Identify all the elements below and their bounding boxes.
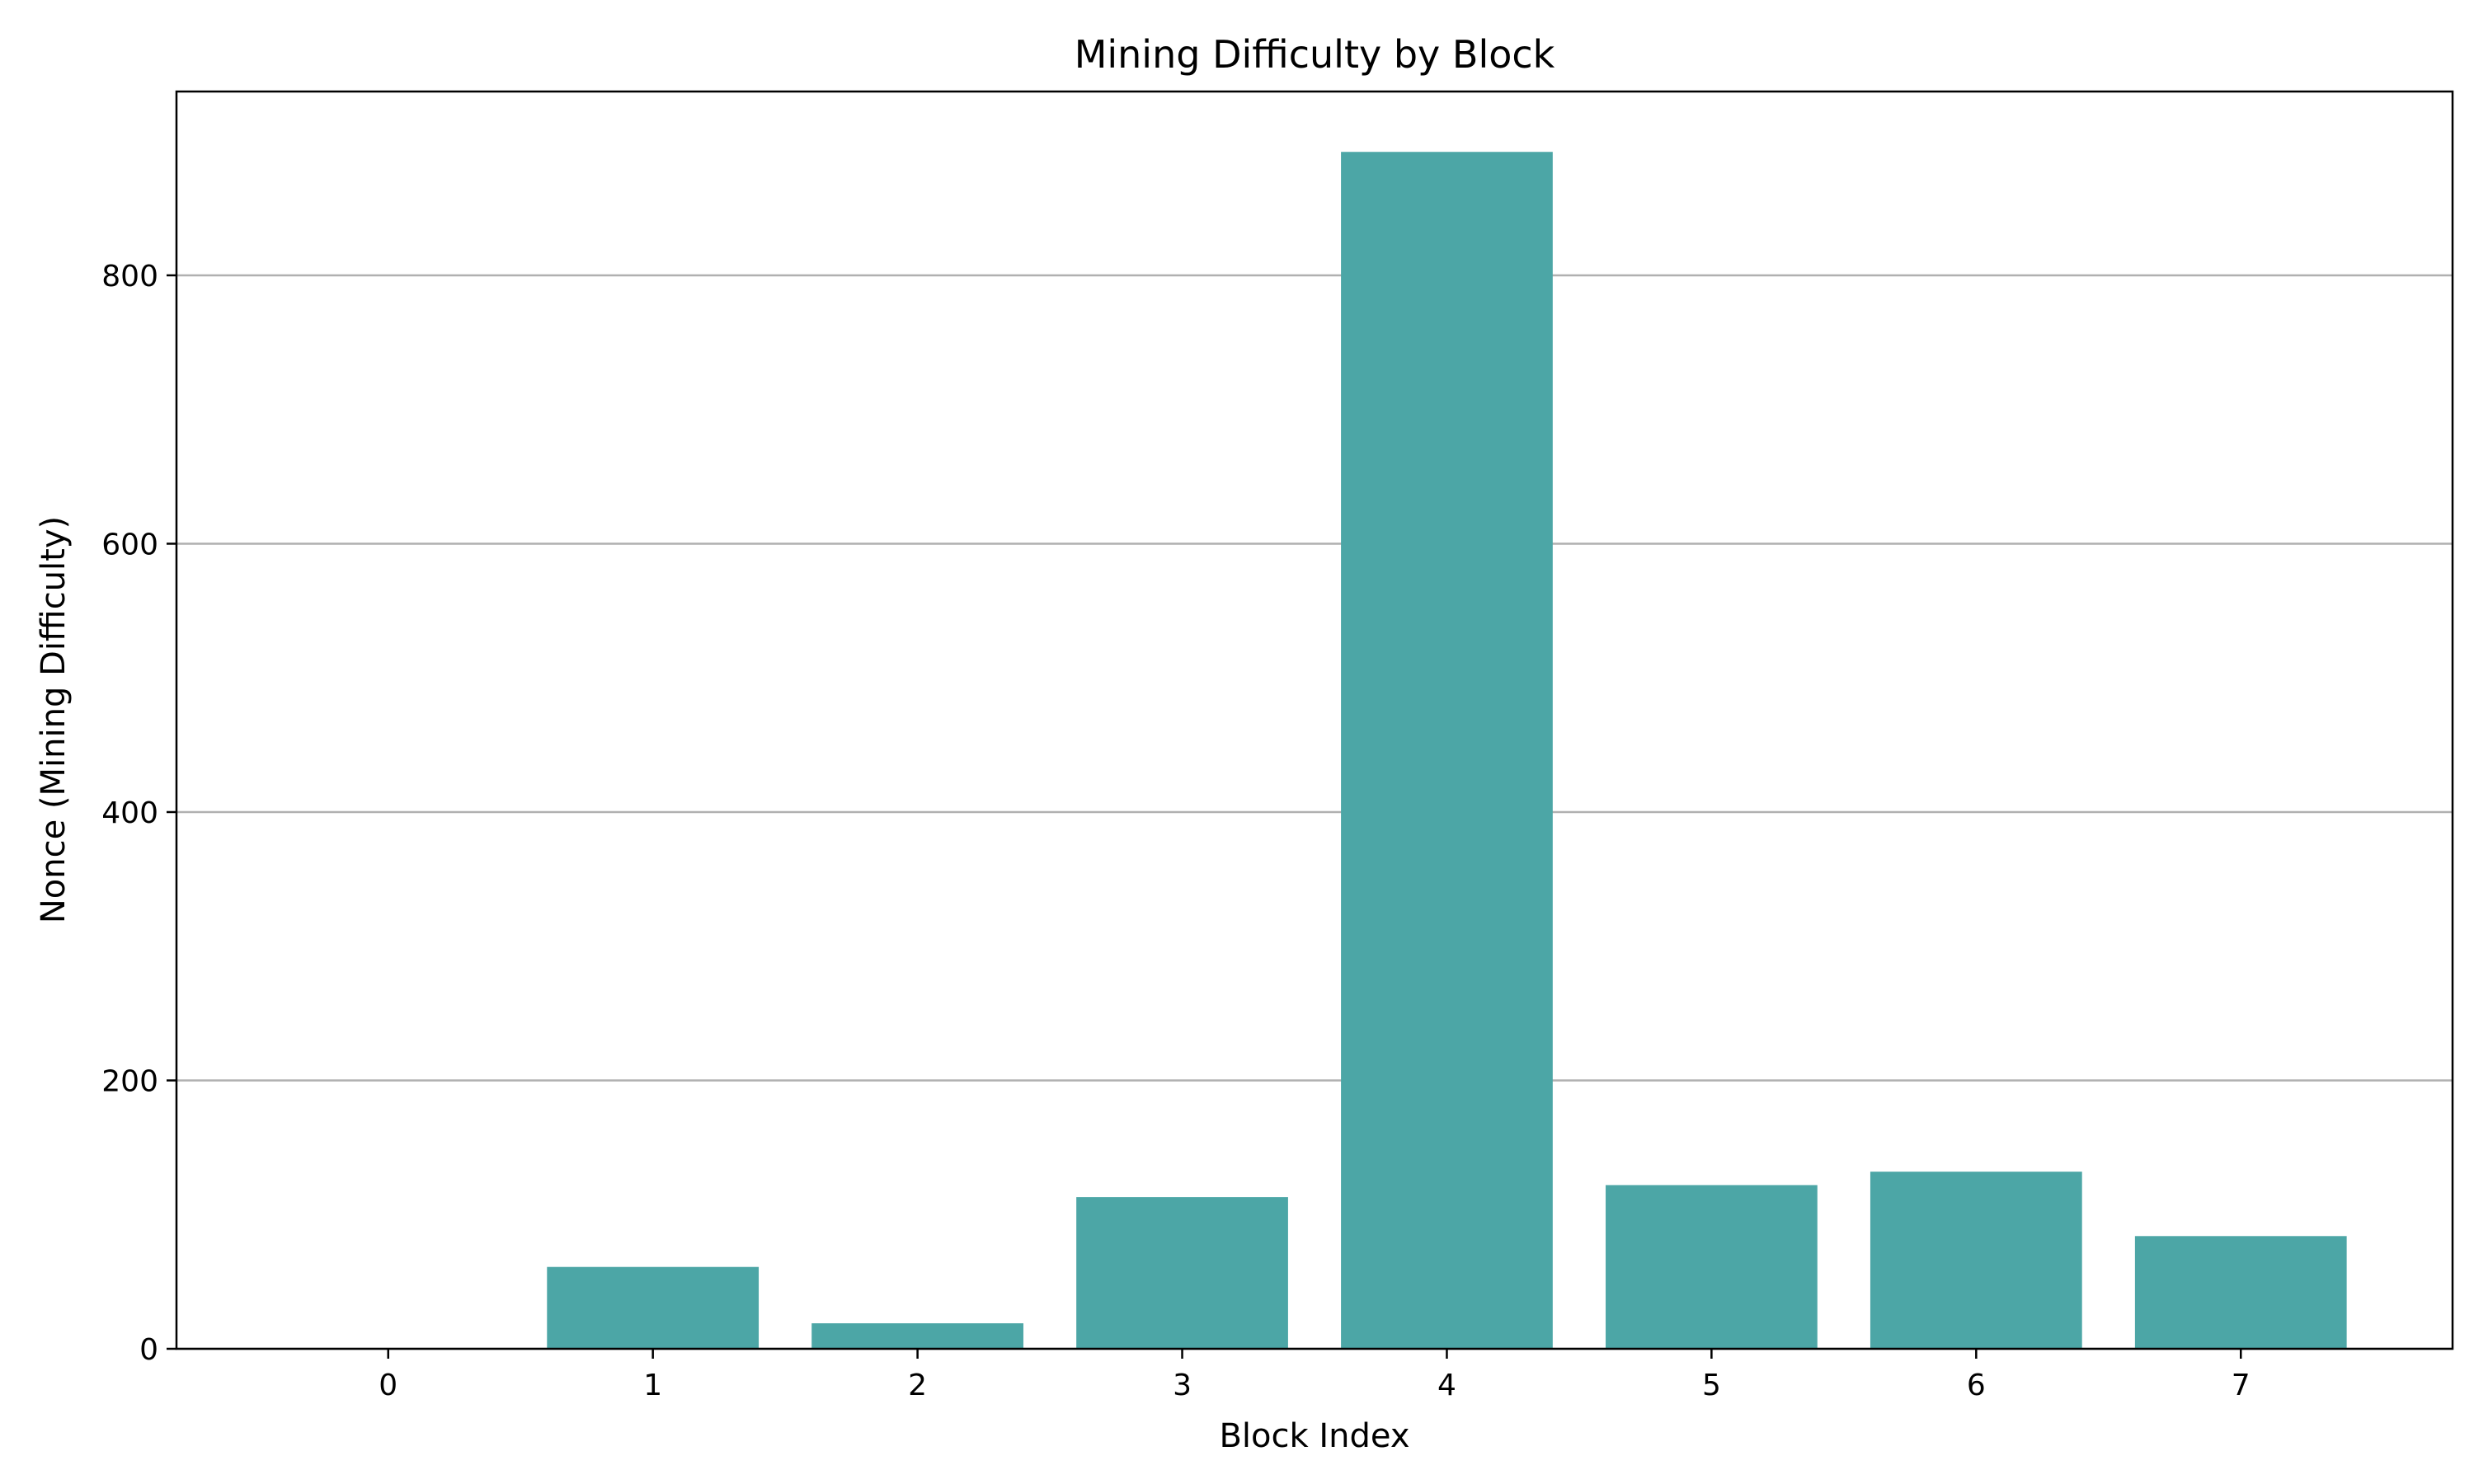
x-tick-label: 0 <box>379 1369 397 1402</box>
y-axis-label: Nonce (Mining Difficulty) <box>35 516 73 923</box>
chart-title: Mining Difficulty by Block <box>1075 32 1555 77</box>
bars <box>547 152 2347 1350</box>
bar-block-4 <box>1341 152 1553 1350</box>
y-tick-label: 800 <box>101 260 158 294</box>
x-tick-label: 1 <box>643 1369 662 1402</box>
x-axis-ticks: 0 1 2 3 4 5 6 7 <box>379 1349 2251 1402</box>
y-tick-label: 200 <box>101 1064 158 1098</box>
x-tick-label: 2 <box>908 1369 927 1402</box>
bar-block-2 <box>811 1323 1023 1349</box>
x-tick-label: 7 <box>2232 1369 2251 1402</box>
bar-block-5 <box>1606 1185 1818 1349</box>
bar-block-1 <box>547 1266 760 1349</box>
y-tick-label: 600 <box>101 528 158 561</box>
bar-block-7 <box>2134 1236 2347 1349</box>
bar-block-3 <box>1076 1197 1288 1349</box>
x-tick-label: 5 <box>1702 1369 1721 1402</box>
x-tick-label: 3 <box>1173 1369 1192 1402</box>
y-tick-label: 400 <box>101 796 158 830</box>
plot-frame <box>175 90 2454 1350</box>
x-tick-label: 4 <box>1437 1369 1456 1402</box>
y-gridlines <box>176 274 2453 1350</box>
y-axis-ticks: 0 200 400 600 800 <box>101 260 176 1367</box>
y-tick-label: 0 <box>139 1333 158 1367</box>
bar-block-6 <box>1870 1172 2082 1349</box>
x-tick-label: 6 <box>1967 1369 1986 1402</box>
x-axis-label: Block Index <box>1219 1417 1409 1455</box>
